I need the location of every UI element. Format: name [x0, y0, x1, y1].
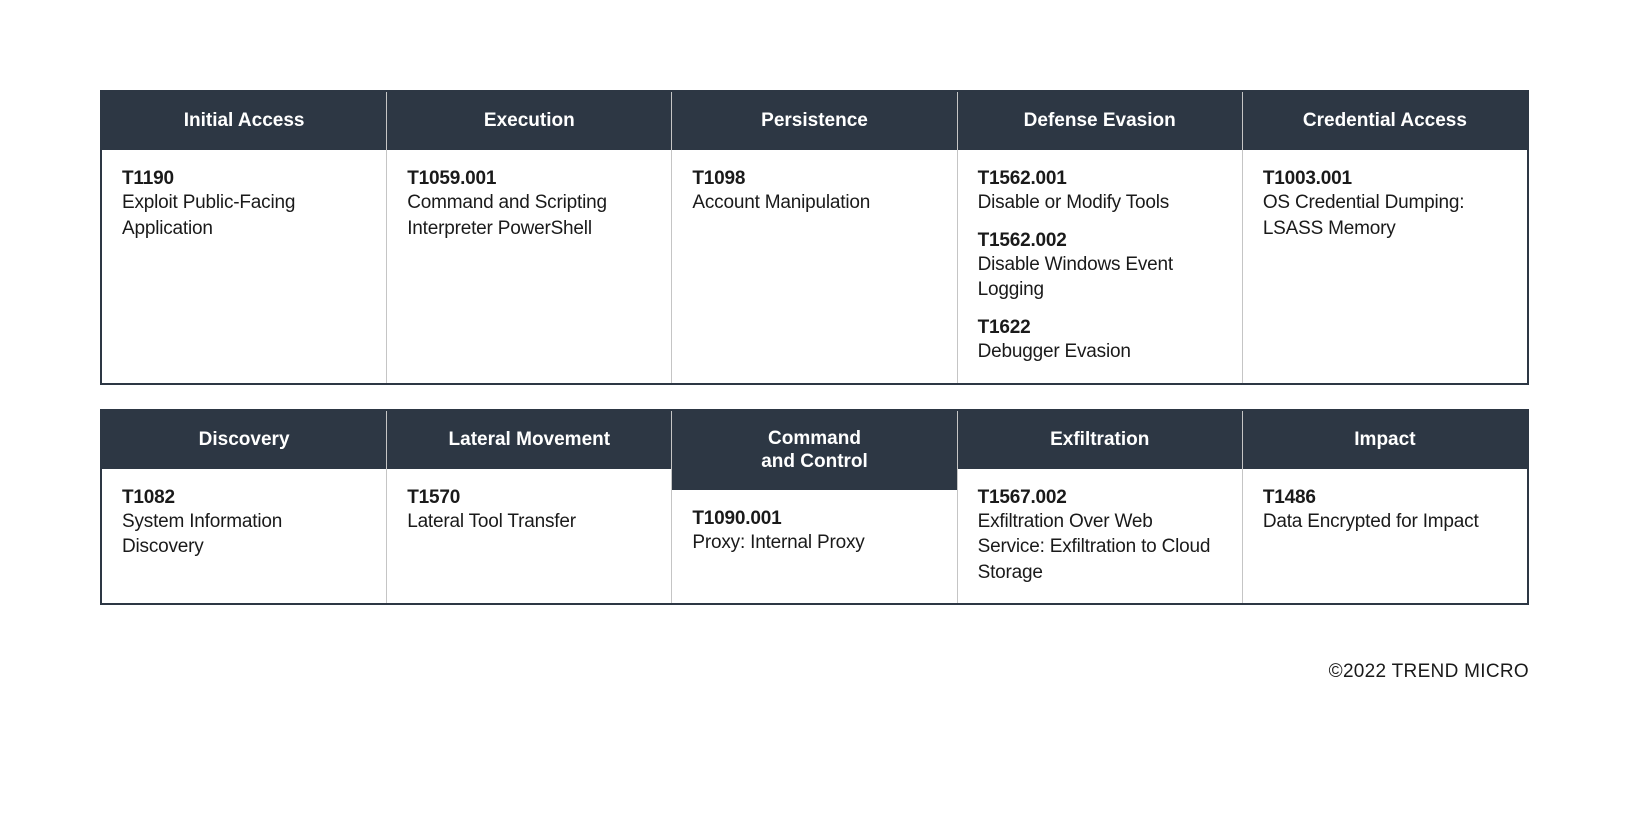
technique-entry: T1562.002Disable Windows Event Logging	[978, 230, 1222, 303]
technique-desc: Exploit Public-Facing Application	[122, 190, 366, 241]
table-column: Execution T1059.001Command and Scripting …	[387, 92, 672, 383]
column-header: Defense Evasion	[958, 92, 1242, 150]
technique-entry: T1190Exploit Public-Facing Application	[122, 168, 366, 241]
technique-entry: T1059.001Command and Scripting Interpret…	[407, 168, 651, 241]
copyright-text: ©2022 TREND MICRO	[100, 661, 1529, 683]
table-column: Discovery T1082System Information Discove…	[102, 411, 387, 604]
column-header: Lateral Movement	[387, 411, 671, 469]
technique-desc: Disable or Modify Tools	[978, 190, 1222, 216]
table-column: Initial Access T1190Exploit Public-Facing…	[102, 92, 387, 383]
technique-id: T1082	[122, 487, 366, 509]
technique-entry: T1090.001Proxy: Internal Proxy	[692, 508, 936, 556]
column-body: T1570Lateral Tool Transfer	[387, 469, 671, 604]
tables-container: Initial Access T1190Exploit Public-Facing…	[100, 90, 1529, 605]
column-header: Execution	[387, 92, 671, 150]
technique-id: T1567.002	[978, 487, 1222, 509]
technique-entry: T1622Debugger Evasion	[978, 317, 1222, 365]
technique-entry: T1570Lateral Tool Transfer	[407, 487, 651, 535]
attck-table-0: Initial Access T1190Exploit Public-Facing…	[100, 90, 1529, 385]
technique-id: T1098	[692, 168, 936, 190]
column-body: T1082System Information Discovery	[102, 469, 386, 604]
column-header: Exfiltration	[958, 411, 1242, 469]
column-body: T1190Exploit Public-Facing Application	[102, 150, 386, 383]
technique-entry: T1098Account Manipulation	[692, 168, 936, 216]
technique-id: T1562.002	[978, 230, 1222, 252]
technique-id: T1059.001	[407, 168, 651, 190]
column-header: Initial Access	[102, 92, 386, 150]
column-body: T1567.002Exfiltration Over Web Service: …	[958, 469, 1242, 604]
column-header: Credential Access	[1243, 92, 1527, 150]
technique-desc: System Information Discovery	[122, 509, 366, 560]
technique-desc: Proxy: Internal Proxy	[692, 530, 936, 556]
technique-entry: T1486Data Encrypted for Impact	[1263, 487, 1507, 535]
table-column: Impact T1486Data Encrypted for Impact	[1243, 411, 1527, 604]
table-column: Defense EvasionT1562.001Disable or Modif…	[958, 92, 1243, 383]
column-body: T1090.001Proxy: Internal Proxy	[672, 490, 956, 603]
column-body: T1003.001OS Credential Dumping: LSASS Me…	[1243, 150, 1527, 383]
column-body: T1098Account Manipulation	[672, 150, 956, 383]
table-column: Credential Access T1003.001OS Credential …	[1243, 92, 1527, 383]
column-body: T1059.001Command and Scripting Interpret…	[387, 150, 671, 383]
technique-desc: Exfiltration Over Web Service: Exfiltrat…	[978, 509, 1222, 586]
technique-id: T1090.001	[692, 508, 936, 530]
technique-id: T1003.001	[1263, 168, 1507, 190]
table-column: Persistence T1098Account Manipulation	[672, 92, 957, 383]
attck-table-1: Discovery T1082System Information Discove…	[100, 409, 1529, 606]
technique-entry: T1567.002Exfiltration Over Web Service: …	[978, 487, 1222, 586]
technique-id: T1486	[1263, 487, 1507, 509]
technique-id: T1190	[122, 168, 366, 190]
column-header: Persistence	[672, 92, 956, 150]
column-body: T1562.001Disable or Modify ToolsT1562.00…	[958, 150, 1242, 383]
technique-desc: Debugger Evasion	[978, 339, 1222, 365]
technique-desc: Account Manipulation	[692, 190, 936, 216]
table-column: Commandand Control T1090.001Proxy: Intern…	[672, 411, 957, 604]
technique-entry: T1003.001OS Credential Dumping: LSASS Me…	[1263, 168, 1507, 241]
column-body: T1486Data Encrypted for Impact	[1243, 469, 1527, 604]
column-header: Impact	[1243, 411, 1527, 469]
technique-entry: T1562.001Disable or Modify Tools	[978, 168, 1222, 216]
column-header: Discovery	[102, 411, 386, 469]
technique-desc: Lateral Tool Transfer	[407, 509, 651, 535]
table-column: Exfiltration T1567.002Exfiltration Over W…	[958, 411, 1243, 604]
technique-desc: Data Encrypted for Impact	[1263, 509, 1507, 535]
technique-desc: Command and Scripting Interpreter PowerS…	[407, 190, 651, 241]
table-column: Lateral Movement T1570Lateral Tool Transf…	[387, 411, 672, 604]
technique-id: T1622	[978, 317, 1222, 339]
technique-id: T1570	[407, 487, 651, 509]
technique-desc: Disable Windows Event Logging	[978, 252, 1222, 303]
technique-entry: T1082System Information Discovery	[122, 487, 366, 560]
technique-desc: OS Credential Dumping: LSASS Memory	[1263, 190, 1507, 241]
column-header: Commandand Control	[672, 411, 956, 491]
technique-id: T1562.001	[978, 168, 1222, 190]
